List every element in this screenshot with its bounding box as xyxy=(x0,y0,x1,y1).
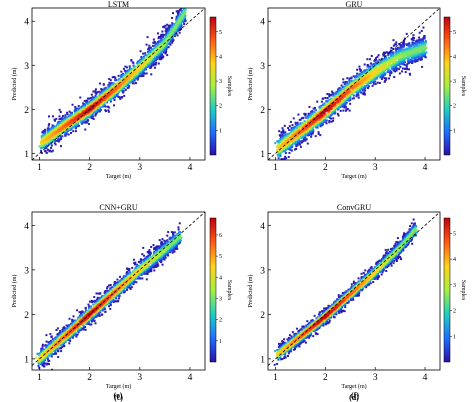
colorbar-tick-label: 6 xyxy=(219,233,222,239)
x-tick-label: 3 xyxy=(373,373,378,383)
colorbar-tick-label: 5 xyxy=(453,30,456,36)
density-cloud xyxy=(38,8,187,155)
y-tick-label: 1 xyxy=(24,150,29,160)
x-axis-label: Target (m) xyxy=(106,173,131,180)
y-tick-label: 3 xyxy=(24,266,29,276)
y-tick-label: 3 xyxy=(260,62,265,72)
colorbar-tick-label: 3 xyxy=(219,79,222,85)
colorbar xyxy=(209,16,217,156)
plot-frame xyxy=(31,7,206,161)
colorbar-tick-label: 2 xyxy=(453,309,456,315)
x-tick-label: 3 xyxy=(373,163,378,173)
colorbar-tick-label: 4 xyxy=(219,275,222,281)
y-tick-label: 3 xyxy=(24,62,29,72)
x-tick-label: 1 xyxy=(273,163,278,173)
x-tick-label: 1 xyxy=(37,373,42,383)
x-axis-label: Target (m) xyxy=(341,383,366,390)
colorbar xyxy=(443,217,451,363)
x-tick-label: 4 xyxy=(423,373,428,383)
panel-1: 1 2 3 4 1 2 3 4 LSTM Target (m) Predicted (m) 1 2 3 4 5… xyxy=(11,0,232,180)
x-tick-label: 4 xyxy=(188,373,193,383)
x-tick-label: 2 xyxy=(87,373,92,383)
colorbar-tick-label: 2 xyxy=(219,318,222,324)
colorbar-label: Samples xyxy=(460,76,466,97)
y-axis-label: Predicted (m) xyxy=(11,68,18,101)
colorbar-tick-label: 3 xyxy=(453,79,456,85)
panel-title: ConvGRU xyxy=(337,203,371,212)
plot-frame xyxy=(31,211,206,371)
y-axis-label: Predicted (m) xyxy=(247,68,254,101)
plot-frame xyxy=(267,7,441,161)
x-tick-label: 4 xyxy=(188,163,193,173)
plot-frame xyxy=(267,211,441,371)
x-tick-label: 2 xyxy=(87,163,92,173)
colorbar-tick-label: 1 xyxy=(219,128,222,134)
panel-title: GRU xyxy=(346,0,363,9)
reference-line xyxy=(267,7,441,161)
y-tick-label: 2 xyxy=(260,106,265,116)
y-tick-label: 3 xyxy=(260,266,265,276)
x-tick-label: 2 xyxy=(323,163,328,173)
panel-letter: (f) xyxy=(351,391,359,400)
y-tick-label: 4 xyxy=(24,18,29,28)
density-cloud xyxy=(34,222,183,370)
colorbar-tick-label: 4 xyxy=(453,54,456,60)
colorbar-tick-label: 3 xyxy=(453,283,456,289)
reference-line xyxy=(267,211,441,366)
y-tick-label: 2 xyxy=(24,106,29,116)
colorbar-label: Samples xyxy=(226,76,232,97)
x-tick-label: 3 xyxy=(137,373,142,383)
panel-4: 1 2 3 4 1 2 3 4 ConvGRU Target (m) Predicted (m) 1 2… xyxy=(247,203,466,390)
density-cloud xyxy=(274,26,428,160)
colorbar-tick-label: 1 xyxy=(219,339,222,345)
colorbar-tick-label: 4 xyxy=(453,257,456,263)
y-tick-label: 2 xyxy=(24,311,29,321)
colorbar-tick-label: 5 xyxy=(453,231,456,237)
colorbar-label: Samples xyxy=(460,280,466,301)
x-axis-label: Target (m) xyxy=(341,173,366,180)
colorbar-tick-label: 2 xyxy=(453,104,456,110)
x-tick-label: 1 xyxy=(273,373,278,383)
y-axis-label: Predicted (m) xyxy=(247,275,254,308)
x-tick-label: 3 xyxy=(137,163,142,173)
y-tick-label: 1 xyxy=(260,355,265,365)
x-axis-label: Target (m) xyxy=(106,383,131,390)
colorbar-tick-label: 1 xyxy=(453,334,456,340)
y-tick-label: 2 xyxy=(260,311,265,321)
x-tick-label: 2 xyxy=(323,373,328,383)
y-tick-label: 1 xyxy=(24,355,29,365)
x-tick-label: 4 xyxy=(423,163,428,173)
colorbar xyxy=(443,16,451,156)
colorbar-tick-label: 5 xyxy=(219,254,222,260)
y-tick-label: 1 xyxy=(260,150,265,160)
colorbar-tick-label: 3 xyxy=(219,296,222,302)
reference-line xyxy=(31,7,206,161)
colorbar-tick-label: 4 xyxy=(219,54,222,60)
panel-letter: (c) xyxy=(114,393,123,402)
colorbar-tick-label: 5 xyxy=(219,30,222,36)
panel-letter: (e) xyxy=(114,391,123,400)
colorbar-tick-label: 1 xyxy=(453,128,456,134)
density-cloud xyxy=(273,218,418,366)
x-tick-label: 1 xyxy=(37,163,42,173)
reference-line xyxy=(31,211,206,366)
panel-title: CNN+GRU xyxy=(99,203,138,212)
panel-2: 1 2 3 4 1 2 3 4 GRU Target (m) Predicted (m) 1 2 3 4 5 S… xyxy=(247,0,466,180)
colorbar-tick-label: 2 xyxy=(219,104,222,110)
y-tick-label: 4 xyxy=(24,222,29,232)
panel-letter: (d) xyxy=(349,393,359,402)
y-tick-label: 4 xyxy=(260,222,265,232)
colorbar xyxy=(209,217,217,363)
colorbar-label: Samples xyxy=(226,280,232,301)
panel-title: LSTM xyxy=(108,0,129,9)
y-axis-label: Predicted (m) xyxy=(11,275,18,308)
y-tick-label: 4 xyxy=(260,18,265,28)
panel-3: 1 2 3 4 1 2 3 4 CNN+GRU Target (m) Predicted (m) 1 2… xyxy=(11,203,232,390)
